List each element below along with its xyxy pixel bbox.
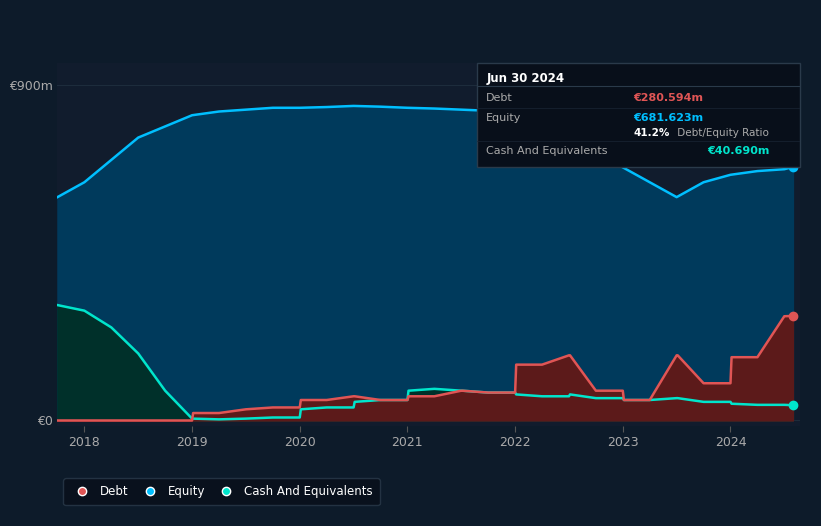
Legend: Debt, Equity, Cash And Equivalents: Debt, Equity, Cash And Equivalents bbox=[63, 478, 380, 505]
Text: €40.690m: €40.690m bbox=[708, 146, 770, 156]
Text: Debt: Debt bbox=[486, 93, 513, 103]
Text: Jun 30 2024: Jun 30 2024 bbox=[486, 72, 564, 85]
FancyBboxPatch shape bbox=[477, 63, 800, 167]
Text: €280.594m: €280.594m bbox=[633, 93, 704, 103]
Text: 41.2%: 41.2% bbox=[633, 128, 670, 138]
Text: Debt/Equity Ratio: Debt/Equity Ratio bbox=[674, 128, 769, 138]
Text: €681.623m: €681.623m bbox=[633, 113, 704, 123]
Text: Equity: Equity bbox=[486, 113, 521, 123]
Text: Cash And Equivalents: Cash And Equivalents bbox=[486, 146, 608, 156]
